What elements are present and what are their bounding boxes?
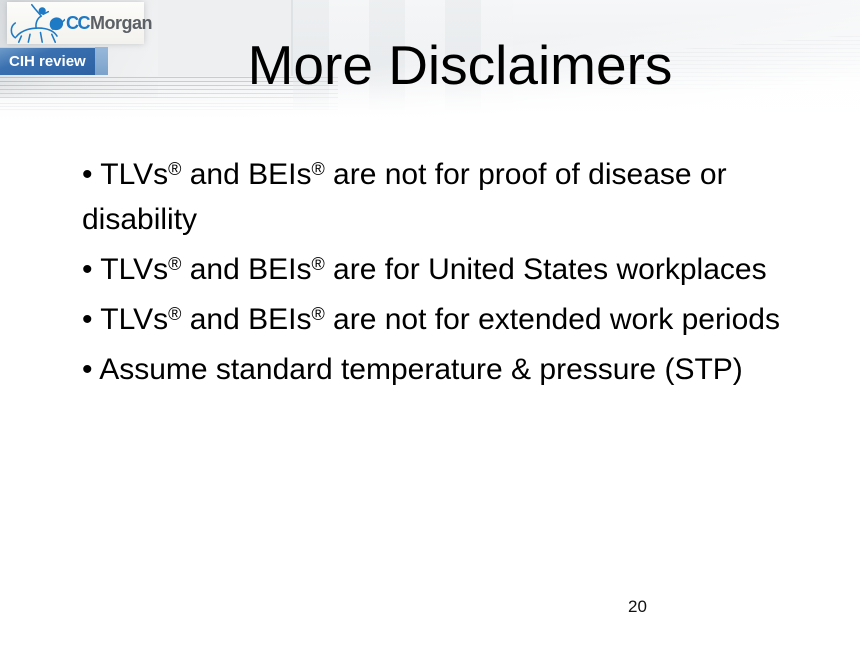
registered-trademark-symbol: ® (168, 303, 182, 324)
bullet-text-segment: Assume standard temperature & pressure (… (99, 353, 743, 386)
badge-accent-strip (95, 47, 108, 75)
bullet-text-segment: TLVs (100, 303, 169, 336)
badge-label: CIH review (9, 53, 86, 70)
bullet-marker: • (82, 353, 100, 386)
brand-wordmark: CCMorgan (66, 13, 153, 33)
brand-cc: CC (66, 13, 91, 33)
registered-trademark-symbol: ® (168, 158, 182, 179)
knight-lion-icon (10, 3, 65, 43)
bullet-text-segment: and BEIs (181, 303, 312, 336)
registered-trademark-symbol: ® (311, 303, 325, 324)
bullet-text-segment: TLVs (100, 253, 169, 286)
slide-title: More Disclaimers (247, 34, 673, 96)
bullet-text-segment: TLVs (100, 158, 169, 191)
registered-trademark-symbol: ® (311, 253, 325, 274)
registered-trademark-symbol: ® (311, 158, 325, 179)
bullet-marker: • (82, 253, 101, 286)
bullet-marker: • (82, 158, 101, 191)
brand-logo: CCMorgan (7, 2, 153, 44)
cih-review-badge: CIH review (0, 47, 95, 75)
bullet-item: • TLVs® and BEIs® are not for proof of d… (82, 152, 798, 242)
bullet-list: • TLVs® and BEIs® are not for proof of d… (82, 152, 798, 397)
bullet-text-segment: are not for extended work periods (324, 303, 780, 336)
page-number: 20 (628, 597, 647, 616)
bullet-text-segment: are for United States workplaces (324, 253, 767, 286)
bullet-text-segment: are not for proof of disease or disabili… (82, 158, 727, 236)
registered-trademark-symbol: ® (168, 253, 182, 274)
bullet-item: • TLVs® and BEIs® are for United States … (82, 247, 798, 292)
bullet-marker: • (82, 303, 101, 336)
bullet-item: • TLVs® and BEIs® are not for extended w… (82, 297, 798, 342)
bullet-text-segment: and BEIs (181, 158, 312, 191)
bullet-item: • Assume standard temperature & pressure… (82, 347, 798, 392)
brand-name: Morgan (90, 13, 153, 33)
collage-texture (0, 84, 860, 132)
bullet-text-segment: and BEIs (181, 253, 312, 286)
